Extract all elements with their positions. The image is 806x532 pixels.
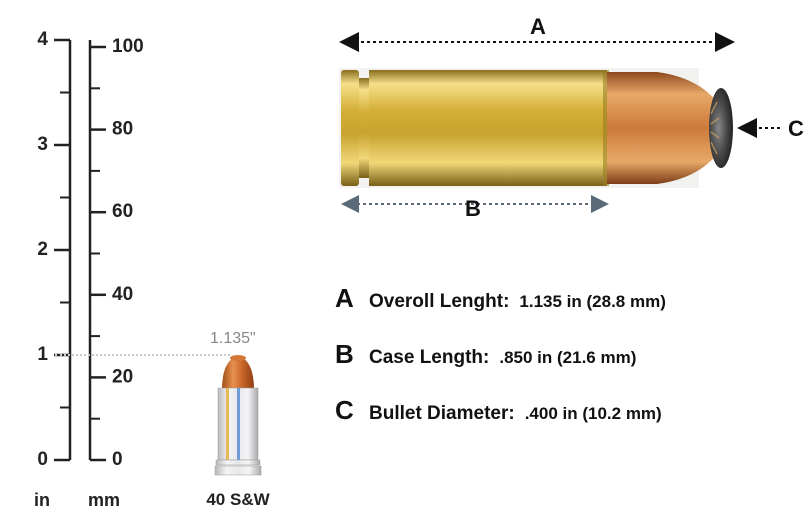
svg-text:2: 2 — [37, 239, 48, 260]
ruler: 01234020406080100 — [30, 20, 160, 510]
spec-name-b: Case Length: — [369, 347, 489, 369]
small-cartridge-svg — [208, 350, 268, 480]
small-cartridge-label: 40 S&W — [198, 490, 278, 510]
svg-text:60: 60 — [112, 201, 133, 222]
svg-text:80: 80 — [112, 119, 133, 140]
spec-letter-a: A — [335, 283, 359, 314]
svg-text:20: 20 — [112, 366, 133, 387]
spec-letter-b: B — [335, 339, 359, 370]
dim-label-a: A — [530, 14, 546, 40]
axis-label-mm: mm — [88, 490, 120, 511]
dim-label-c: C — [788, 116, 804, 142]
small-cartridge — [208, 350, 268, 480]
svg-text:3: 3 — [37, 134, 48, 155]
svg-text:0: 0 — [37, 449, 48, 470]
svg-text:1: 1 — [37, 344, 48, 365]
spec-value-b: .850 in (21.6 mm) — [499, 348, 636, 368]
svg-text:4: 4 — [37, 29, 48, 50]
spec-row-c: C Bullet Diameter: .400 in (10.2 mm) — [335, 395, 662, 426]
ruler-svg: 01234020406080100 — [30, 20, 200, 520]
spec-row-a: A Overoll Lenght: 1.135 in (28.8 mm) — [335, 283, 666, 314]
dim-label-b: B — [465, 196, 481, 222]
height-guide-line — [55, 354, 230, 356]
svg-text:100: 100 — [112, 36, 144, 57]
svg-text:40: 40 — [112, 284, 133, 305]
spec-letter-c: C — [335, 395, 359, 426]
spec-value-c: .400 in (10.2 mm) — [525, 404, 662, 424]
spec-name-c: Bullet Diameter: — [369, 403, 515, 425]
spec-name-a: Overoll Lenght: — [369, 291, 509, 313]
spec-row-b: B Case Length: .850 in (21.6 mm) — [335, 339, 636, 370]
big-cartridge-area — [335, 50, 785, 250]
big-cartridge-svg — [335, 50, 805, 290]
height-value-label: 1.135" — [210, 330, 256, 348]
axis-label-in: in — [34, 490, 50, 511]
spec-value-a: 1.135 in (28.8 mm) — [519, 292, 665, 312]
svg-text:0: 0 — [112, 449, 123, 470]
